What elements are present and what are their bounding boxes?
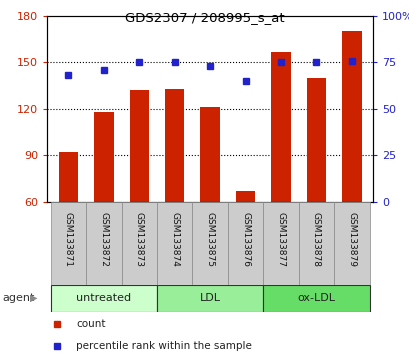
Bar	[94, 112, 113, 295]
Bar	[129, 90, 148, 295]
Text: untreated: untreated	[76, 293, 131, 303]
Text: GSM133876: GSM133876	[240, 212, 249, 267]
Bar	[200, 107, 219, 295]
Bar	[235, 191, 255, 295]
Bar	[51, 285, 157, 312]
Bar	[341, 32, 361, 295]
Bar	[164, 89, 184, 295]
Text: GSM133871: GSM133871	[64, 212, 73, 267]
Text: GDS2307 / 208995_s_at: GDS2307 / 208995_s_at	[125, 11, 284, 24]
Text: GSM133879: GSM133879	[346, 212, 355, 267]
Bar	[51, 202, 86, 285]
Text: GSM133877: GSM133877	[276, 212, 285, 267]
Text: GSM133873: GSM133873	[135, 212, 144, 267]
Bar	[298, 202, 333, 285]
Bar	[227, 202, 263, 285]
Bar	[121, 202, 157, 285]
Bar	[333, 202, 369, 285]
Bar	[263, 202, 298, 285]
Bar	[306, 78, 326, 295]
Bar	[58, 152, 78, 295]
Bar	[157, 285, 263, 312]
Text: count: count	[76, 319, 106, 330]
Text: ▶: ▶	[29, 293, 37, 303]
Text: GSM133872: GSM133872	[99, 212, 108, 267]
Text: GSM133874: GSM133874	[170, 212, 179, 267]
Bar	[263, 285, 369, 312]
Bar	[157, 202, 192, 285]
Bar	[86, 202, 121, 285]
Text: LDL: LDL	[199, 293, 220, 303]
Bar	[271, 52, 290, 295]
Text: GSM133875: GSM133875	[205, 212, 214, 267]
Bar	[192, 202, 227, 285]
Text: agent: agent	[2, 293, 34, 303]
Text: ox-LDL: ox-LDL	[297, 293, 335, 303]
Text: GSM133878: GSM133878	[311, 212, 320, 267]
Text: percentile rank within the sample: percentile rank within the sample	[76, 342, 252, 352]
